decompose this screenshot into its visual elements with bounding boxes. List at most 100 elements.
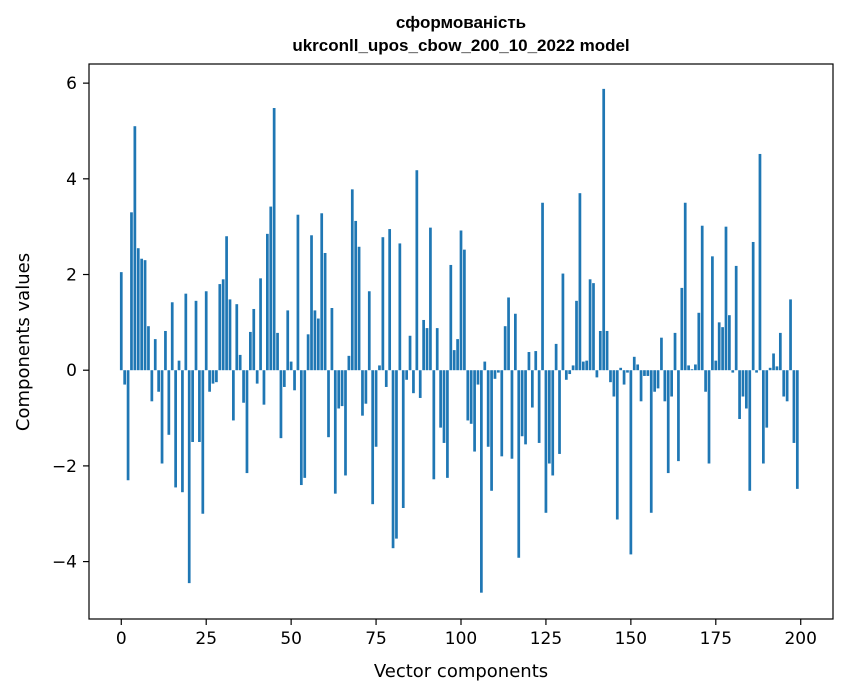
bar-0 xyxy=(119,272,123,371)
bar-129 xyxy=(558,370,561,454)
bar-58 xyxy=(316,318,320,371)
bar-122 xyxy=(534,351,538,371)
chart-title: сформованість xyxy=(396,13,526,32)
bar-63 xyxy=(333,370,337,494)
bar-112 xyxy=(500,370,504,457)
bar-139 xyxy=(592,283,595,371)
bar-185 xyxy=(748,370,752,491)
bar-136 xyxy=(581,361,585,371)
y-tick-label--4: −4 xyxy=(52,553,77,573)
bar-83 xyxy=(401,370,405,508)
bar-46 xyxy=(276,332,279,371)
bar-117 xyxy=(517,370,521,558)
bar-102 xyxy=(466,370,470,421)
bar-2 xyxy=(126,370,130,481)
bar-16 xyxy=(174,370,177,488)
bar-143 xyxy=(605,330,609,371)
bar-92 xyxy=(432,370,436,480)
bar-180 xyxy=(731,370,735,373)
bar-191 xyxy=(768,367,772,371)
bar-142 xyxy=(602,88,606,371)
x-tick-label-0: 0 xyxy=(116,629,127,649)
bar-151 xyxy=(632,356,636,371)
bar-123 xyxy=(537,370,541,443)
bar-55 xyxy=(306,334,310,371)
bar-25 xyxy=(204,291,208,371)
bar-150 xyxy=(629,370,633,555)
bar-89 xyxy=(422,319,425,371)
bar-169 xyxy=(694,364,697,371)
bar-162 xyxy=(670,370,673,397)
bar-49 xyxy=(286,310,290,371)
bar-152 xyxy=(636,364,640,371)
bar-104 xyxy=(473,370,476,452)
bar-62 xyxy=(330,308,334,371)
bar-54 xyxy=(303,370,307,478)
bar-158 xyxy=(656,370,660,389)
bar-127 xyxy=(551,370,555,476)
bar-157 xyxy=(653,370,656,392)
x-tick-label-75: 75 xyxy=(365,629,387,649)
bar-183 xyxy=(741,370,745,397)
bar-65 xyxy=(340,370,344,407)
bar-90 xyxy=(425,328,429,371)
bar-35 xyxy=(238,354,242,371)
bar-38 xyxy=(249,331,252,371)
bar-188 xyxy=(758,153,762,371)
bar-161 xyxy=(666,370,670,474)
bar-113 xyxy=(503,326,507,371)
bar-67 xyxy=(347,355,351,371)
bar-118 xyxy=(520,370,524,437)
bar-52 xyxy=(296,214,300,371)
bar-69 xyxy=(354,220,358,371)
bar-115 xyxy=(510,370,514,459)
bar-68 xyxy=(350,189,354,371)
bar-61 xyxy=(327,370,330,438)
bar-194 xyxy=(778,332,782,371)
bar-5 xyxy=(136,248,140,371)
bar-130 xyxy=(561,273,565,371)
bar-53 xyxy=(299,370,303,486)
bar-11 xyxy=(157,370,160,392)
bar-176 xyxy=(717,322,721,371)
x-tick-label-100: 100 xyxy=(445,629,477,649)
y-tick-label-0: 0 xyxy=(66,361,77,381)
bar-125 xyxy=(544,370,548,513)
bar-7 xyxy=(143,260,147,371)
bar-128 xyxy=(554,343,558,371)
bar-37 xyxy=(245,370,249,474)
bar-72 xyxy=(364,370,368,404)
bar-9 xyxy=(150,370,154,402)
x-tick-label-125: 125 xyxy=(530,629,562,649)
bar-81 xyxy=(395,370,398,539)
bar-133 xyxy=(571,365,575,371)
bar-34 xyxy=(235,304,239,371)
bar-164 xyxy=(677,370,680,462)
bar-182 xyxy=(738,370,741,420)
bar-57 xyxy=(313,310,317,371)
bar-138 xyxy=(588,279,592,371)
bar-45 xyxy=(272,108,276,371)
bar-24 xyxy=(201,370,205,514)
bar-156 xyxy=(649,370,653,513)
bar-111 xyxy=(497,370,500,373)
bar-103 xyxy=(469,370,473,424)
bar-93 xyxy=(435,328,439,371)
bar-172 xyxy=(704,370,707,392)
bar-26 xyxy=(208,370,211,392)
bar-41 xyxy=(259,278,262,371)
bar-126 xyxy=(547,370,551,464)
bar-79 xyxy=(388,229,392,371)
chart-subtitle: ukrconll_upos_cbow_200_10_2022 model xyxy=(292,36,629,55)
bar-91 xyxy=(429,227,432,371)
y-axis-label: Components values xyxy=(13,253,34,431)
bar-18 xyxy=(181,370,184,493)
bar-31 xyxy=(225,236,228,371)
bar-179 xyxy=(728,315,731,371)
bar-43 xyxy=(266,233,269,371)
bar-21 xyxy=(191,370,194,442)
bar-177 xyxy=(721,327,724,371)
bar-145 xyxy=(612,370,616,397)
bar-167 xyxy=(687,365,690,371)
